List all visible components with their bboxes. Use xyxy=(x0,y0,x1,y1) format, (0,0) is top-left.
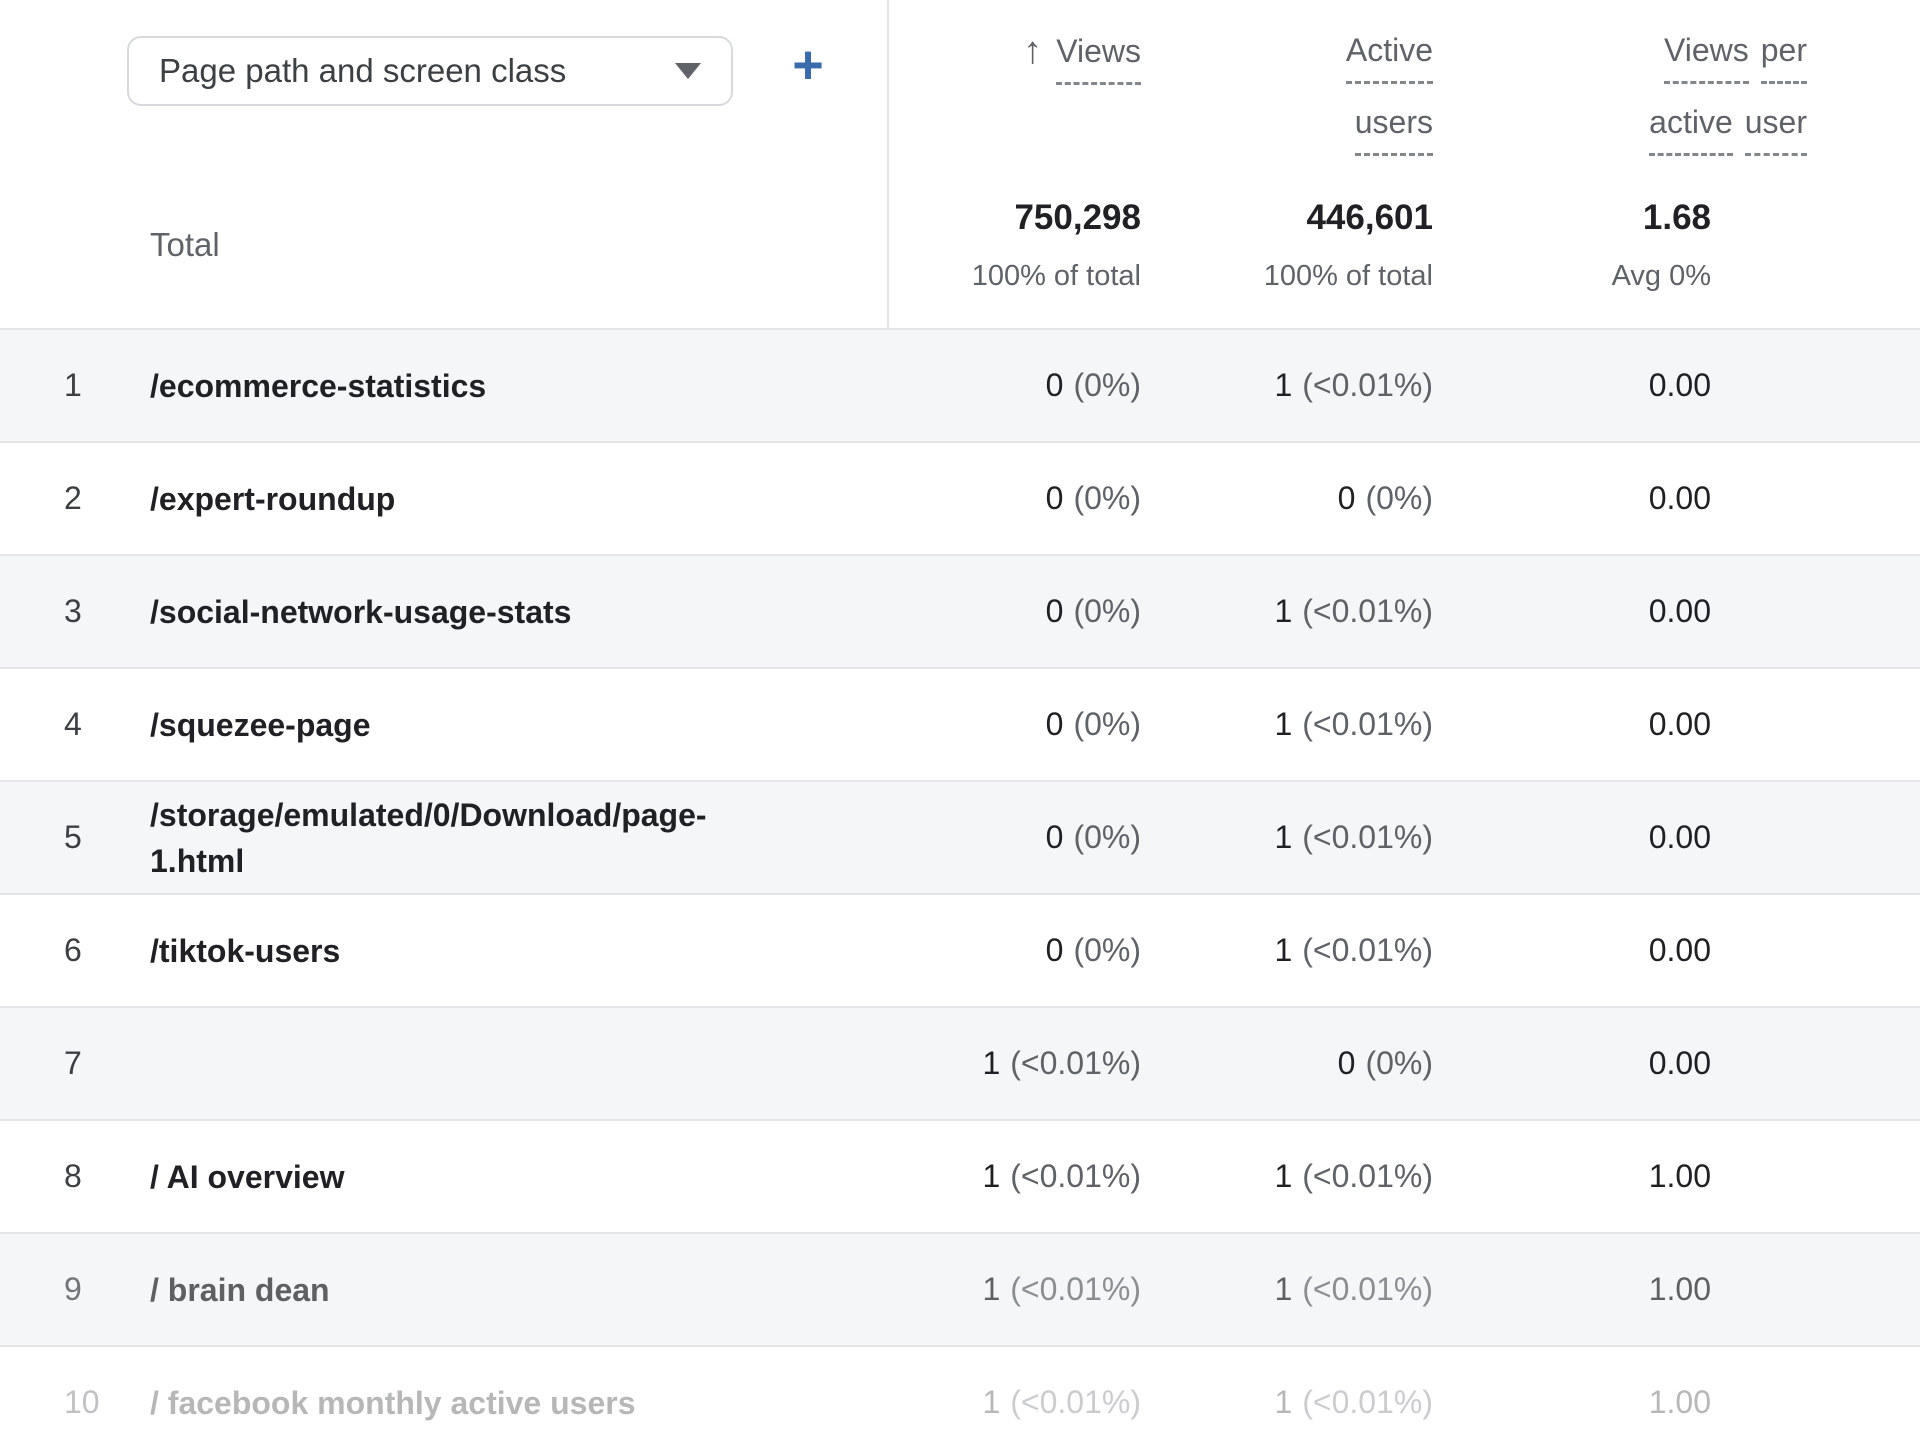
views-per-active-user-cell: 1.00 xyxy=(1648,1158,1711,1194)
dimension-selector-dropdown[interactable]: Page path and screen class xyxy=(127,36,733,106)
table-body: 1 /ecommerce-statistics 0 (0%) 1 (<0.01%) … xyxy=(0,328,1920,1443)
views-per-active-user-cell: 0.00 xyxy=(1648,932,1711,968)
row-index: 2 xyxy=(64,480,82,516)
views-cell: 0 (0%) xyxy=(1045,819,1141,855)
column-header-word: user xyxy=(1744,100,1807,156)
table-row[interactable]: 3 /social-network-usage-stats 0 (0%) 1 (<0… xyxy=(0,554,1920,667)
total-views: 750,298 100% of total xyxy=(972,196,1141,294)
row-index: 4 xyxy=(64,706,82,742)
views-cell: 0 (0%) xyxy=(1045,367,1141,403)
total-views-subtext: 100% of total xyxy=(971,260,1141,292)
page-path-cell: /social-network-usage-stats xyxy=(150,593,572,630)
row-index: 9 xyxy=(64,1271,82,1307)
total-views-per-active-user-value: 1.68 xyxy=(1642,198,1711,237)
active-users-cell: 1 (<0.01%) xyxy=(1274,706,1433,742)
row-index: 5 xyxy=(64,819,82,855)
row-index: 6 xyxy=(64,932,82,968)
table-row[interactable]: 7 1 (<0.01%) 0 (0%) 0.00 xyxy=(0,1006,1920,1119)
views-cell: 0 (0%) xyxy=(1045,480,1141,516)
page-path-cell: /ecommerce-statistics xyxy=(150,367,487,404)
views-per-active-user-cell: 0.00 xyxy=(1648,1045,1711,1081)
total-views-value: 750,298 xyxy=(1014,198,1141,237)
table-row[interactable]: 6 /tiktok-users 0 (0%) 1 (<0.01%) 0.00 xyxy=(0,893,1920,1006)
views-per-active-user-cell: 0.00 xyxy=(1648,819,1711,855)
active-users-cell: 1 (<0.01%) xyxy=(1274,1158,1433,1194)
table-row[interactable]: 1 /ecommerce-statistics 0 (0%) 1 (<0.01%) … xyxy=(0,328,1920,441)
views-per-active-user-cell: 1.00 xyxy=(1648,1271,1711,1307)
sort-ascending-icon: ↑ xyxy=(1023,30,1043,72)
column-header-views-per-active-user[interactable]: Views per active user xyxy=(1649,28,1807,172)
column-header-word: users xyxy=(1354,100,1433,156)
active-users-cell: 0 (0%) xyxy=(1337,480,1433,516)
views-per-active-user-cell: 1.00 xyxy=(1648,1384,1711,1420)
table-row[interactable]: 10 / facebook monthly active users 1 (<0.… xyxy=(0,1345,1920,1443)
page-path-cell: / AI overview xyxy=(150,1158,345,1195)
table-row[interactable]: 5 /storage/emulated/0/Download/page-1.ht… xyxy=(0,780,1920,893)
active-users-cell: 0 (0%) xyxy=(1337,1045,1433,1081)
column-header-word: Active xyxy=(1345,28,1433,84)
table-row[interactable]: 2 /expert-roundup 0 (0%) 0 (0%) 0.00 xyxy=(0,441,1920,554)
column-header-active-users[interactable]: Active users xyxy=(1345,28,1433,172)
total-row-label: Total xyxy=(150,226,220,263)
column-header-word: Views xyxy=(1663,28,1749,84)
views-cell: 1 (<0.01%) xyxy=(982,1158,1141,1194)
views-per-active-user-cell: 0.00 xyxy=(1648,480,1711,516)
page-path-cell: / facebook monthly active users xyxy=(150,1384,636,1421)
page-path-cell: /expert-roundup xyxy=(150,480,396,517)
views-per-active-user-cell: 0.00 xyxy=(1648,706,1711,742)
column-header-word: active xyxy=(1649,100,1733,156)
column-header-views[interactable]: ↑ Views xyxy=(1023,28,1141,101)
chevron-down-icon xyxy=(675,63,701,79)
page-path-cell: /tiktok-users xyxy=(150,932,341,969)
active-users-cell: 1 (<0.01%) xyxy=(1274,932,1433,968)
active-users-cell: 1 (<0.01%) xyxy=(1274,1271,1433,1307)
row-index: 3 xyxy=(64,593,82,629)
total-views-per-active-user: 1.68 Avg 0% xyxy=(1612,196,1711,294)
total-active-users: 446,601 100% of total xyxy=(1264,196,1433,294)
views-per-active-user-cell: 0.00 xyxy=(1648,593,1711,629)
total-views-per-active-user-subtext: Avg 0% xyxy=(1611,260,1711,292)
table-row[interactable]: 8 / AI overview 1 (<0.01%) 1 (<0.01%) 1.00 xyxy=(0,1119,1920,1232)
row-index: 8 xyxy=(64,1158,82,1194)
row-index: 7 xyxy=(64,1045,82,1081)
views-cell: 0 (0%) xyxy=(1045,706,1141,742)
views-per-active-user-cell: 0.00 xyxy=(1648,367,1711,403)
add-dimension-button[interactable]: + xyxy=(792,35,824,95)
active-users-cell: 1 (<0.01%) xyxy=(1274,367,1433,403)
total-active-users-subtext: 100% of total xyxy=(1263,260,1433,292)
active-users-cell: 1 (<0.01%) xyxy=(1274,1384,1433,1420)
total-active-users-value: 446,601 xyxy=(1306,198,1433,237)
views-cell: 0 (0%) xyxy=(1045,932,1141,968)
table-row[interactable]: 4 /squezee-page 0 (0%) 1 (<0.01%) 0.00 xyxy=(0,667,1920,780)
table-row[interactable]: 9 / brain dean 1 (<0.01%) 1 (<0.01%) 1.00 xyxy=(0,1232,1920,1345)
page-path-cell xyxy=(150,1008,790,1119)
views-cell: 1 (<0.01%) xyxy=(982,1384,1141,1420)
views-cell: 1 (<0.01%) xyxy=(982,1045,1141,1081)
active-users-cell: 1 (<0.01%) xyxy=(1274,593,1433,629)
row-index: 1 xyxy=(64,367,82,403)
active-users-cell: 1 (<0.01%) xyxy=(1274,819,1433,855)
views-cell: 1 (<0.01%) xyxy=(982,1271,1141,1307)
page-path-cell: /squezee-page xyxy=(150,706,371,743)
column-header-word: Views xyxy=(1056,29,1141,85)
column-header-word: per xyxy=(1760,28,1807,84)
row-index: 10 xyxy=(64,1384,100,1420)
dimension-selector-label: Page path and screen class xyxy=(159,52,567,89)
page-path-cell: /storage/emulated/0/Download/page-1.html xyxy=(150,796,707,879)
page-path-cell: / brain dean xyxy=(150,1271,330,1308)
views-cell: 0 (0%) xyxy=(1045,593,1141,629)
